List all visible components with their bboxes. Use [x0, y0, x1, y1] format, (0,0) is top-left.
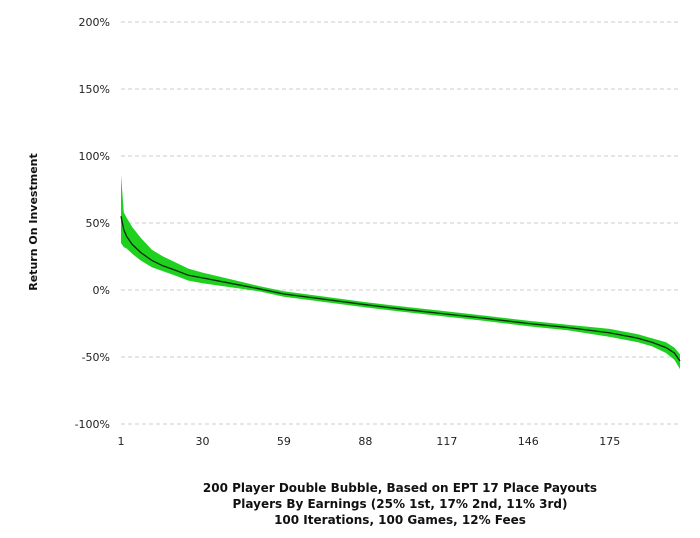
y-tick-label: 0%	[93, 284, 110, 297]
mean-line	[120, 216, 681, 362]
y-tick-labels: 200% 150% 100% 50% 0% -50% -100%	[75, 16, 110, 431]
x-tick-label: 30	[195, 435, 209, 448]
gridlines	[121, 21, 680, 425]
x-tick-label: 1	[118, 435, 125, 448]
x-tick-label: 88	[358, 435, 372, 448]
caption-line-3: 100 Iterations, 100 Games, 12% Fees	[274, 513, 526, 527]
x-tick-label: 146	[518, 435, 539, 448]
y-axis-label: Return On Investment	[27, 153, 40, 291]
x-tick-labels: 1 30 59 88 117 146 175	[118, 435, 621, 448]
x-tick-label: 175	[599, 435, 620, 448]
caption-line-1: 200 Player Double Bubble, Based on EPT 1…	[202, 481, 598, 495]
y-tick-label: 200%	[79, 16, 110, 29]
series-layer	[120, 174, 681, 370]
y-tick-label: -100%	[75, 418, 110, 431]
chart-caption: 200 Player Double Bubble, Based on EPT 1…	[110, 480, 690, 528]
y-tick-label: 50%	[86, 217, 110, 230]
y-tick-label: -50%	[82, 351, 110, 364]
y-tick-label: 150%	[79, 83, 110, 96]
y-tick-label: 100%	[79, 150, 110, 163]
confidence-band	[121, 174, 680, 370]
x-tick-label: 117	[436, 435, 457, 448]
caption-line-2: Players By Earnings (25% 1st, 17% 2nd, 1…	[232, 497, 568, 511]
x-tick-label: 59	[277, 435, 291, 448]
